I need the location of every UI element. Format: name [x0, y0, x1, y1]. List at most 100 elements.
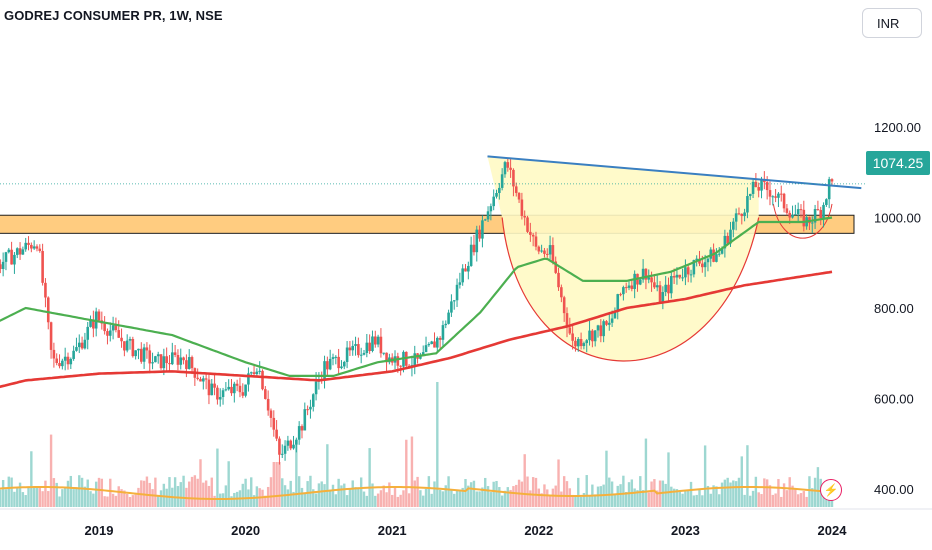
candle-body — [148, 350, 152, 364]
volume-bar — [703, 445, 707, 507]
resistance-trendline — [487, 155, 862, 190]
volume-bar — [540, 493, 543, 507]
candle-body — [701, 263, 704, 268]
volume-bar — [740, 456, 743, 507]
volume-bar — [489, 492, 493, 507]
volume-bar — [227, 461, 230, 507]
volume-bar — [351, 480, 354, 507]
candle-body — [602, 321, 605, 337]
candle-body — [715, 254, 718, 262]
candle-body — [32, 246, 36, 249]
volume-bar — [159, 490, 163, 507]
volume-bar — [771, 494, 774, 507]
candle-body — [661, 292, 665, 304]
volume-bar — [461, 487, 464, 507]
candle-body — [757, 187, 760, 191]
volume-bar — [438, 489, 442, 507]
candle-body — [337, 356, 340, 369]
volume-bar — [475, 491, 478, 507]
volume-bar — [323, 484, 326, 507]
candle-body — [218, 397, 222, 400]
volume-bar — [785, 490, 789, 507]
currency-button[interactable]: INR — [862, 8, 922, 38]
volume-bar — [548, 494, 552, 507]
candle-body — [791, 214, 794, 218]
volume-bar — [151, 489, 154, 507]
candle-body — [151, 362, 154, 364]
volume-bar — [213, 495, 216, 507]
volume-bar — [444, 485, 447, 507]
candle-body — [734, 213, 738, 222]
volume-bar — [760, 494, 763, 507]
volume-bar — [574, 496, 577, 507]
volume-bar — [376, 493, 380, 507]
candle-body — [196, 377, 199, 379]
candle-body — [162, 356, 166, 369]
candle-body — [503, 162, 507, 175]
volume-bar — [264, 495, 267, 507]
candle-body — [266, 398, 270, 411]
volume-bar — [455, 489, 459, 507]
volume-bar — [464, 479, 467, 507]
candle-body — [475, 229, 479, 253]
volume-bar — [63, 488, 67, 507]
candle-body — [822, 204, 825, 219]
volume-bar — [297, 476, 301, 507]
candle-body — [227, 386, 230, 390]
lightning-icon[interactable]: ⚡ — [820, 479, 842, 501]
candle-body — [108, 330, 112, 336]
volume-bar — [55, 482, 58, 507]
candle-body — [44, 282, 47, 298]
volume-bar — [788, 477, 791, 507]
volume-bar — [667, 452, 670, 507]
candle-body — [565, 313, 569, 328]
candle-body — [568, 327, 572, 334]
candle-body — [30, 244, 33, 249]
volume-bar — [774, 493, 777, 507]
volume-bar — [219, 493, 222, 507]
candle-body — [436, 337, 439, 348]
x-axis-label: 2022 — [524, 523, 553, 538]
candle-body — [300, 426, 304, 431]
volume-bar — [577, 477, 580, 507]
candle-body — [331, 357, 335, 359]
volume-bar — [743, 494, 746, 507]
volume-bar — [337, 478, 340, 507]
volume-bar — [202, 482, 205, 507]
candle-body — [785, 208, 789, 213]
volume-bar — [687, 489, 690, 507]
candle-body — [469, 244, 473, 266]
candle-body — [187, 357, 191, 369]
candle-body — [638, 279, 642, 285]
volume-bar — [768, 485, 772, 507]
candle-body — [264, 389, 267, 399]
candle-body — [720, 248, 724, 254]
candle-body — [179, 357, 183, 365]
volume-bar — [402, 490, 405, 507]
volume-bar — [210, 477, 213, 507]
volume-bar — [560, 491, 563, 507]
volume-bar — [656, 490, 659, 507]
volume-bar — [641, 490, 645, 507]
volume-bar — [75, 487, 78, 507]
candle-body — [681, 277, 684, 279]
candle-body — [258, 370, 261, 372]
candle-body — [97, 311, 101, 321]
volume-bar — [416, 476, 419, 507]
volume-bar — [433, 481, 436, 507]
volume-bar — [616, 485, 619, 507]
volume-bar — [678, 491, 681, 507]
candle-body — [340, 366, 343, 369]
candle-body — [421, 352, 425, 355]
volume-bar — [808, 476, 811, 507]
candle-body — [185, 360, 188, 369]
candle-body — [729, 229, 732, 244]
volume-bar — [78, 475, 81, 507]
volume-bar — [278, 462, 281, 507]
volume-bar — [531, 477, 535, 507]
volume-bar — [348, 488, 352, 507]
candle-body — [379, 336, 383, 354]
candle-body — [128, 339, 132, 341]
candle-body — [224, 389, 228, 391]
